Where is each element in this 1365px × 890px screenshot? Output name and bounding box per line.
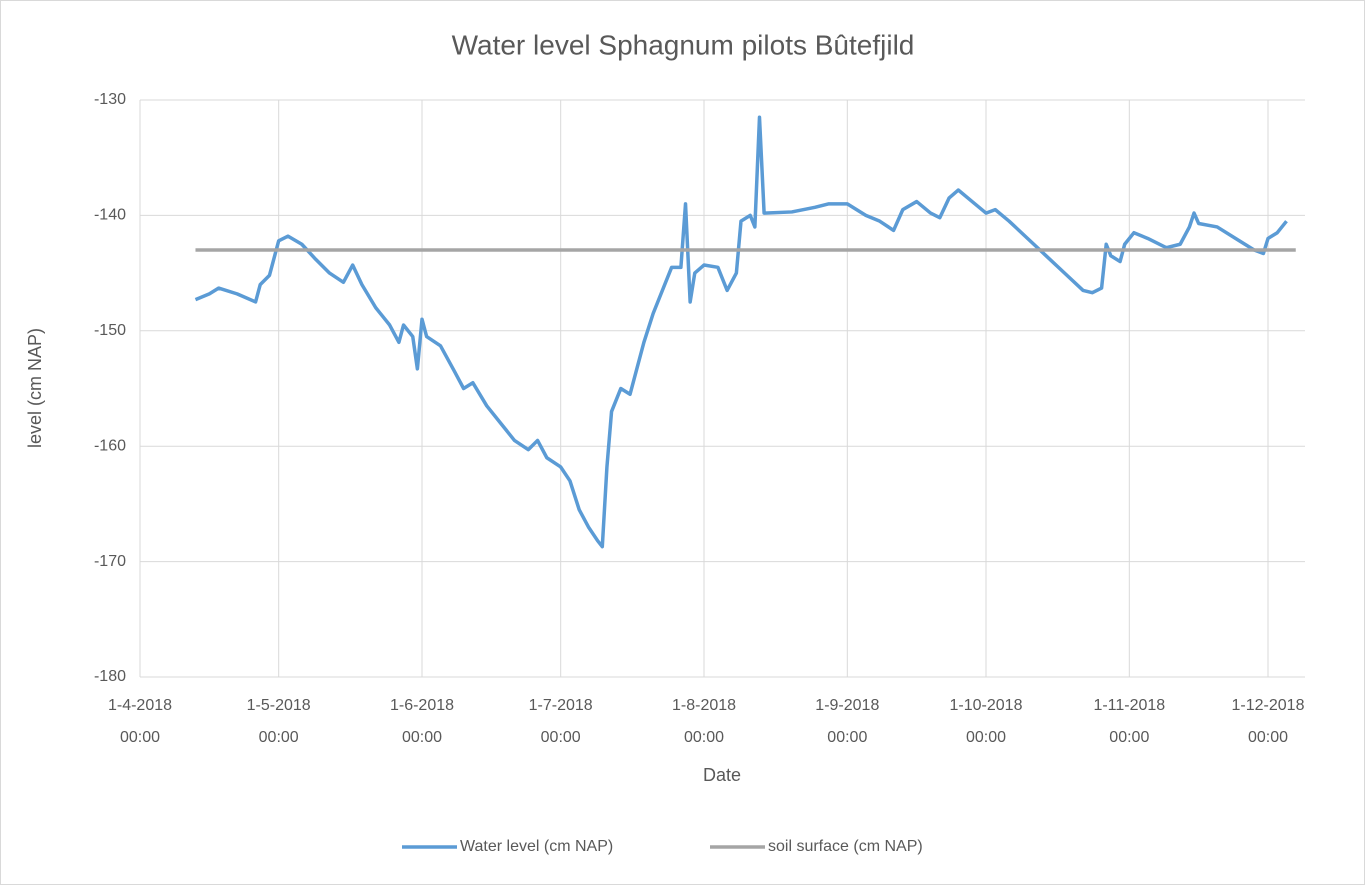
legend-label: Water level (cm NAP) [460, 838, 613, 855]
legend-label: soil surface (cm NAP) [768, 838, 923, 855]
y-tick-label: -160 [94, 437, 126, 454]
x-tick-label: 1-7-2018 00:00 [529, 697, 593, 746]
x-tick-label: 1-4-2018 00:00 [108, 697, 172, 746]
chart-title: Water level Sphagnum pilots Bûtefjild [452, 29, 915, 60]
y-tick-label: -140 [94, 207, 126, 224]
y-tick-label: -180 [94, 668, 126, 685]
x-tick-label: 1-8-2018 00:00 [672, 697, 736, 746]
y-axis-label: level (cm NAP) [25, 328, 45, 448]
x-tick-label: 1-11-2018 00:00 [1093, 697, 1165, 746]
x-tick-label: 1-9-2018 00:00 [815, 697, 879, 746]
x-tick-label: 1-6-2018 00:00 [390, 697, 454, 746]
x-tick-label: 1-5-2018 00:00 [247, 697, 311, 746]
y-tick-label: -170 [94, 553, 126, 570]
x-tick-label: 1-12-2018 00:00 [1232, 697, 1305, 746]
y-tick-label: -150 [94, 322, 126, 339]
x-tick-label: 1-10-2018 00:00 [950, 697, 1023, 746]
x-axis-label: Date [703, 765, 741, 785]
data-line [194, 115, 1288, 549]
y-tick-label: -130 [94, 91, 126, 108]
